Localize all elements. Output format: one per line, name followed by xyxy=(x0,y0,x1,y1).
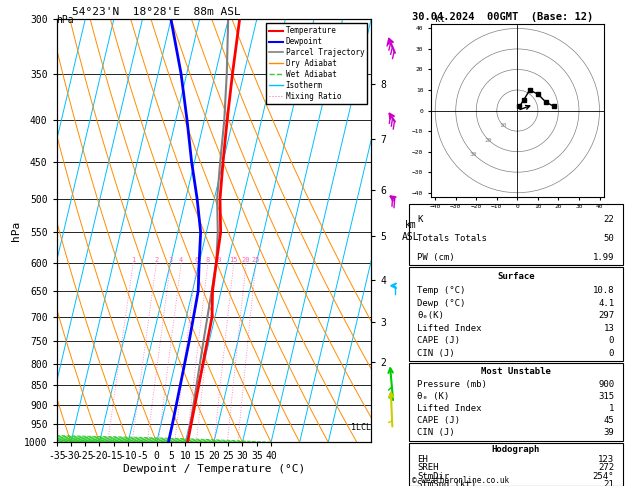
Text: Surface: Surface xyxy=(497,272,535,281)
Text: 20: 20 xyxy=(484,138,491,143)
Y-axis label: km
ASL: km ASL xyxy=(402,220,420,242)
Text: 50: 50 xyxy=(603,234,614,243)
Text: 10: 10 xyxy=(213,257,221,263)
Text: 1: 1 xyxy=(131,257,135,263)
Text: kt: kt xyxy=(435,15,445,24)
Legend: Temperature, Dewpoint, Parcel Trajectory, Dry Adiabat, Wet Adiabat, Isotherm, Mi: Temperature, Dewpoint, Parcel Trajectory… xyxy=(265,23,367,104)
Text: 39: 39 xyxy=(603,428,614,437)
Text: CIN (J): CIN (J) xyxy=(418,349,455,358)
Text: 254°: 254° xyxy=(593,472,614,481)
Text: Dewp (°C): Dewp (°C) xyxy=(418,298,466,308)
Text: CIN (J): CIN (J) xyxy=(418,428,455,437)
Text: Temp (°C): Temp (°C) xyxy=(418,286,466,295)
Text: θₑ(K): θₑ(K) xyxy=(418,311,444,320)
Text: StmSpd (kt): StmSpd (kt) xyxy=(418,481,477,486)
Text: 30.04.2024  00GMT  (Base: 12): 30.04.2024 00GMT (Base: 12) xyxy=(412,12,593,22)
Text: 900: 900 xyxy=(598,380,614,389)
Text: 1LCL: 1LCL xyxy=(351,423,371,433)
Text: Lifted Index: Lifted Index xyxy=(418,404,482,413)
Text: CAPE (J): CAPE (J) xyxy=(418,417,460,425)
Text: hPa: hPa xyxy=(57,15,74,25)
Text: 315: 315 xyxy=(598,392,614,401)
Text: 0: 0 xyxy=(609,349,614,358)
Text: 10: 10 xyxy=(499,123,506,128)
Text: 54°23'N  18°28'E  88m ASL: 54°23'N 18°28'E 88m ASL xyxy=(72,7,241,17)
Text: 1.99: 1.99 xyxy=(593,253,614,262)
Text: 6: 6 xyxy=(194,257,199,263)
Text: 4.1: 4.1 xyxy=(598,298,614,308)
Text: CAPE (J): CAPE (J) xyxy=(418,336,460,346)
Text: 2: 2 xyxy=(154,257,159,263)
Text: Hodograph: Hodograph xyxy=(492,445,540,453)
Text: Lifted Index: Lifted Index xyxy=(418,324,482,333)
Text: 297: 297 xyxy=(598,311,614,320)
Text: Pressure (mb): Pressure (mb) xyxy=(418,380,487,389)
Text: SREH: SREH xyxy=(418,463,439,472)
X-axis label: Dewpoint / Temperature (°C): Dewpoint / Temperature (°C) xyxy=(123,464,305,474)
Text: 13: 13 xyxy=(603,324,614,333)
Text: 4: 4 xyxy=(179,257,184,263)
Text: 30: 30 xyxy=(469,153,477,157)
Y-axis label: hPa: hPa xyxy=(11,221,21,241)
Text: 15: 15 xyxy=(230,257,238,263)
Text: 21: 21 xyxy=(603,481,614,486)
Text: 123: 123 xyxy=(598,455,614,464)
Text: EH: EH xyxy=(418,455,428,464)
Text: 272: 272 xyxy=(598,463,614,472)
Text: 1: 1 xyxy=(609,404,614,413)
Text: 3: 3 xyxy=(169,257,173,263)
Text: PW (cm): PW (cm) xyxy=(418,253,455,262)
Text: θₑ (K): θₑ (K) xyxy=(418,392,450,401)
Text: Most Unstable: Most Unstable xyxy=(481,367,551,376)
Text: 8: 8 xyxy=(206,257,210,263)
Text: Totals Totals: Totals Totals xyxy=(418,234,487,243)
Text: © weatheronline.co.uk: © weatheronline.co.uk xyxy=(412,476,509,485)
Text: 20: 20 xyxy=(242,257,250,263)
Text: 0: 0 xyxy=(609,336,614,346)
Text: 25: 25 xyxy=(252,257,260,263)
Text: 10.8: 10.8 xyxy=(593,286,614,295)
Text: 45: 45 xyxy=(603,417,614,425)
Text: StmDir: StmDir xyxy=(418,472,450,481)
Text: K: K xyxy=(418,215,423,224)
Text: 22: 22 xyxy=(603,215,614,224)
